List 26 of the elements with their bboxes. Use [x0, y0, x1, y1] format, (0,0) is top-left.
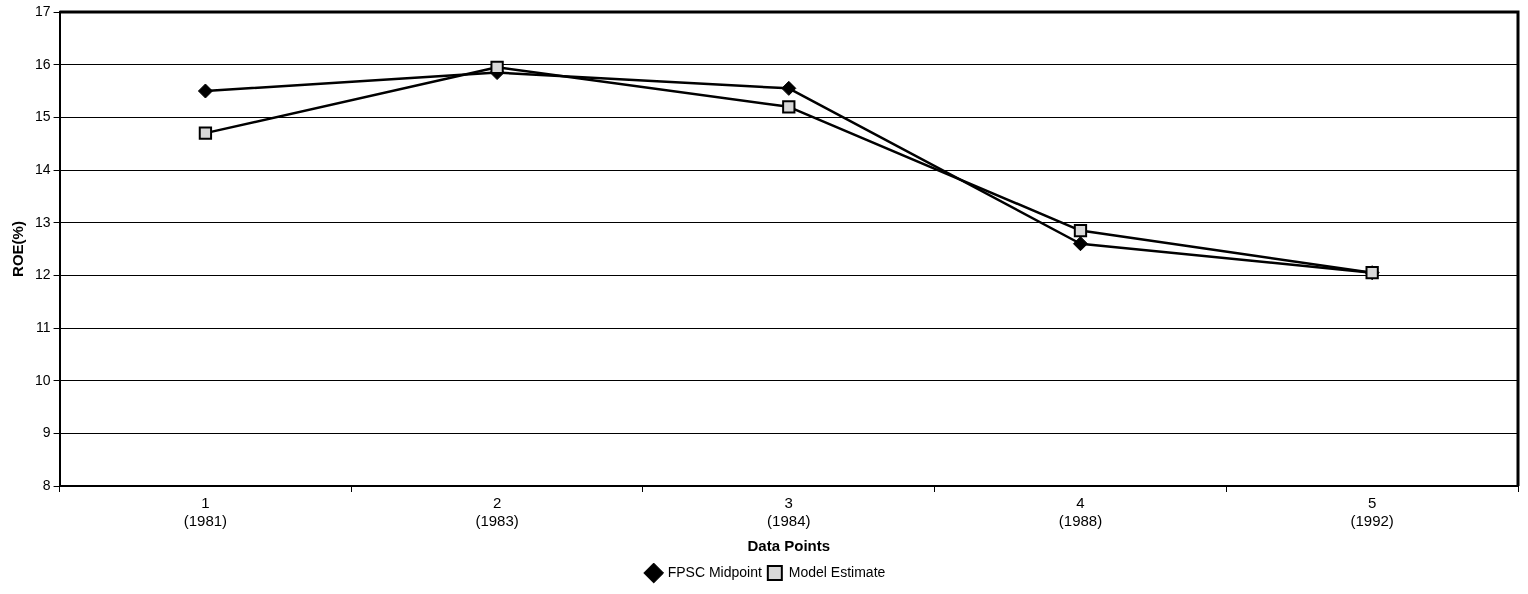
y-tick-label: 10: [34, 371, 51, 388]
x-tick-label: 2 (1983): [475, 494, 519, 530]
point: [782, 100, 796, 114]
y-tick-label: 12: [34, 266, 51, 283]
y-tick-label: 11: [36, 318, 51, 335]
point: [1073, 223, 1088, 238]
y-tick-label: 8: [42, 476, 51, 493]
point: [1072, 236, 1088, 252]
legend-label: FPSC Midpoint: [667, 563, 762, 580]
y-tick-label: 17: [34, 2, 51, 19]
x-tick-label: 5 (1992): [1350, 494, 1394, 530]
point: [197, 83, 213, 99]
x-axis-title: Data Points: [747, 537, 831, 555]
y-tick-label: 16: [34, 55, 51, 72]
point: [781, 80, 797, 96]
y-tick-label: 15: [34, 108, 51, 125]
y-tick-label: 13: [34, 213, 51, 230]
y-tick-label: 14: [34, 160, 51, 177]
legend-label: Model Estimate: [788, 563, 886, 580]
y-tick-label: 9: [42, 424, 51, 441]
point: [198, 126, 213, 140]
x-tick-label: 4 (1988): [1058, 494, 1103, 530]
point: [490, 60, 504, 74]
x-tick-label: 1 (1981): [183, 494, 228, 530]
y-axis-title: ROE(%): [9, 221, 27, 277]
x-tick-label: 3 (1984): [767, 494, 811, 530]
